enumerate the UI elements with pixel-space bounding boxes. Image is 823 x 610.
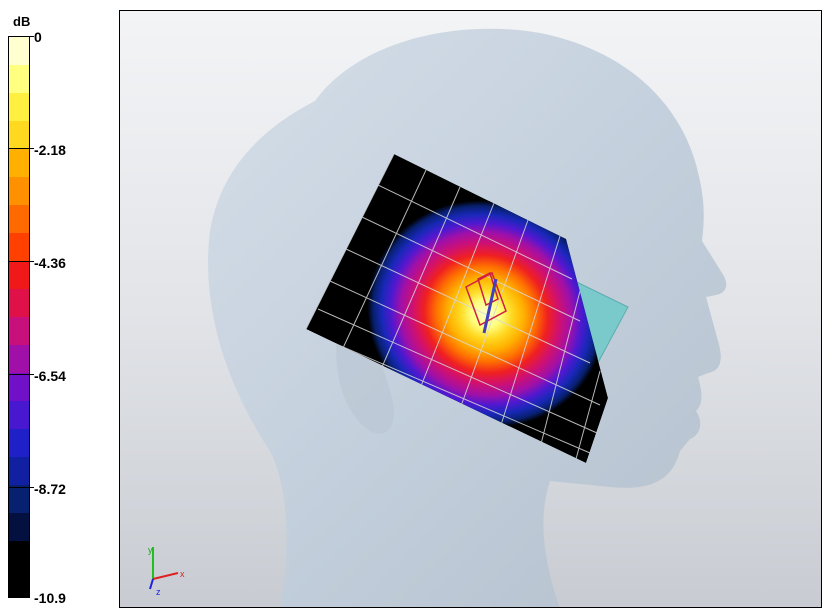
colorbar-tick-label: 0 (34, 29, 42, 45)
colorbar-band (9, 569, 29, 597)
colorbar-band (9, 65, 29, 93)
antenna-feed (482, 278, 498, 334)
axis-label-x: x (180, 569, 185, 579)
colorbar-band (9, 233, 29, 261)
colorbar-band (9, 261, 29, 289)
antenna-outline (465, 271, 507, 327)
colorbar-band (9, 121, 29, 149)
colorbar-band (9, 345, 29, 373)
colorbar-band (9, 317, 29, 345)
colorbar-band (9, 373, 29, 401)
axis-label-z: z (156, 587, 161, 597)
colorbar-band (9, 401, 29, 429)
colorbar-band (9, 37, 29, 65)
colorbar-band (9, 457, 29, 485)
colorbar-tick-label: -8.72 (34, 481, 66, 497)
xyz-axes-icon: y x z (148, 545, 185, 597)
colorbar-tick-mark (8, 261, 34, 262)
colorbar-band (9, 289, 29, 317)
colorbar-tick-mark (8, 374, 34, 375)
colorbar-tick-mark (8, 148, 34, 149)
colorbar-band (9, 485, 29, 513)
colorbar-band (9, 177, 29, 205)
colorbar-band (9, 429, 29, 457)
axis-label-y: y (148, 545, 153, 555)
colorbar (8, 36, 30, 598)
colorbar-tick-mark (8, 487, 34, 488)
colorbar-tick-label: -4.36 (34, 255, 66, 271)
colorbar-band (9, 149, 29, 177)
sar-grid (306, 154, 608, 463)
colorbar-band (9, 205, 29, 233)
3d-viewport[interactable]: y x z (119, 10, 822, 608)
colorbar-tick-mark (8, 36, 34, 37)
colorbar-tick-label: -10.9 (34, 590, 66, 606)
colorbar-band (9, 93, 29, 121)
colorbar-band (9, 541, 29, 569)
colorbar-title: dB (13, 14, 31, 29)
colorbar-tick-label: -2.18 (34, 142, 66, 158)
head-model-scene: y x z (148, 28, 727, 607)
colorbar-tick-label: -6.54 (34, 368, 66, 384)
colorbar-band (9, 513, 29, 541)
